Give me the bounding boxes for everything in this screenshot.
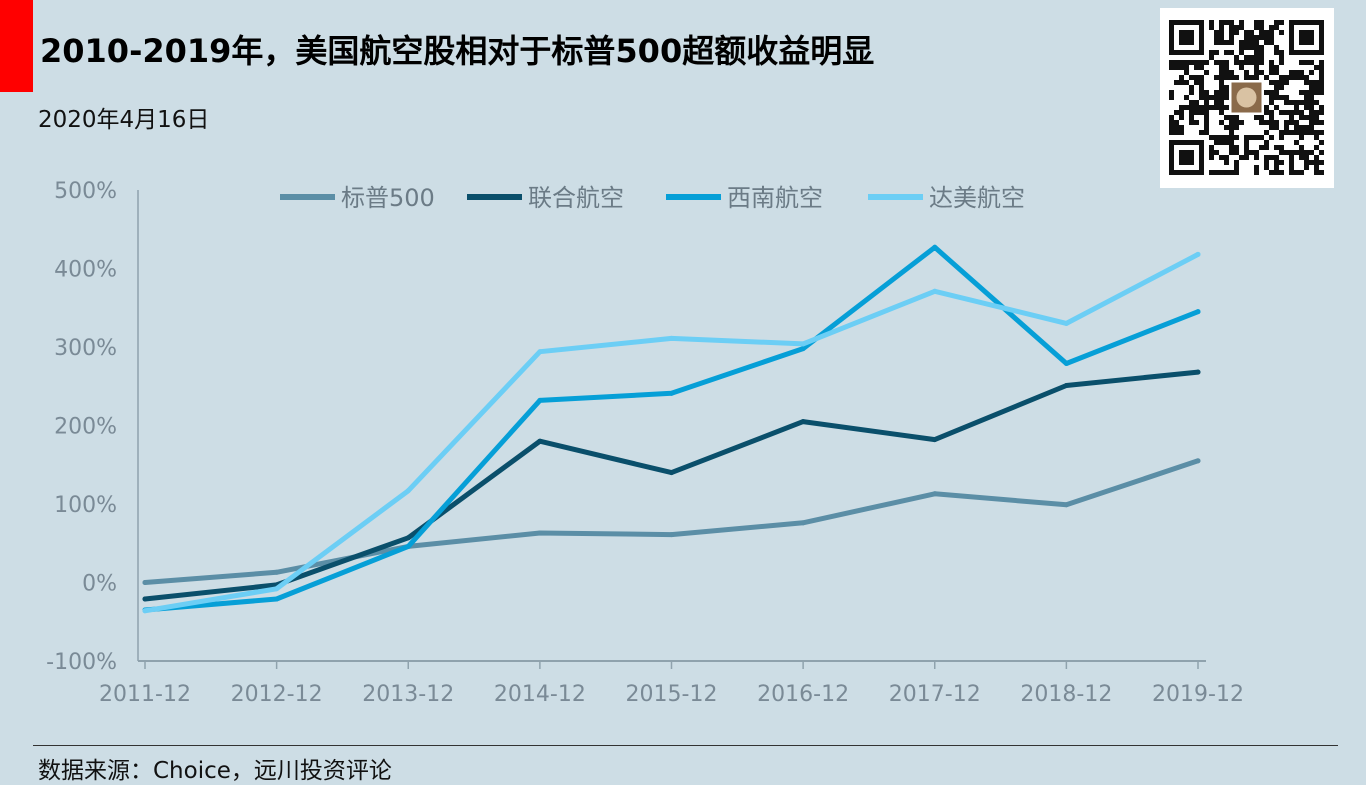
data-point	[932, 288, 938, 294]
data-point	[669, 335, 674, 341]
x-tick-label: 2015-12	[626, 682, 718, 707]
data-point	[1063, 360, 1069, 366]
y-tick-label: 400%	[54, 258, 117, 283]
y-tick-label: 500%	[54, 179, 117, 204]
chart-legend: 标普500 联合航空 西南航空 达美航空	[280, 184, 1025, 212]
data-point	[537, 397, 543, 403]
x-tick-label: 2011-12	[99, 682, 191, 707]
y-axis-labels: 500% 400% 300% 200% 100% 0% -100%	[46, 179, 117, 675]
data-point	[669, 390, 674, 396]
x-tick-label: 2016-12	[757, 682, 849, 707]
data-point	[1063, 382, 1069, 388]
data-point	[405, 535, 411, 541]
data-point	[1063, 320, 1069, 326]
data-point	[669, 532, 674, 538]
data-point	[142, 580, 148, 585]
data-point	[669, 470, 674, 476]
data-point	[800, 419, 806, 425]
x-tick-label: 2019-12	[1152, 682, 1244, 707]
legend-label: 标普500	[341, 184, 435, 212]
y-tick-label: 100%	[54, 493, 117, 518]
y-tick-label: 200%	[54, 415, 117, 440]
footer-divider	[33, 745, 1338, 746]
data-point	[932, 244, 938, 250]
legend-label: 达美航空	[929, 184, 1025, 212]
y-tick-label: 0%	[82, 572, 117, 597]
data-point	[274, 569, 280, 575]
data-point	[142, 596, 148, 602]
data-point	[1195, 458, 1201, 464]
data-point	[405, 543, 411, 549]
series-layer	[142, 244, 1201, 614]
x-tick-label: 2014-12	[494, 682, 586, 707]
data-point	[405, 488, 411, 494]
data-point	[932, 437, 938, 443]
page-title: 2010-2019年，美国航空股相对于标普500超额收益明显	[40, 32, 875, 70]
data-point	[800, 346, 806, 352]
series-line	[142, 251, 1201, 614]
date-label: 2020年4月16日	[38, 107, 210, 133]
data-point	[1195, 309, 1201, 315]
x-tick-label: 2017-12	[889, 682, 981, 707]
data-point	[1195, 251, 1201, 257]
data-point	[1063, 502, 1069, 508]
data-point	[1195, 369, 1201, 375]
y-tick-label: -100%	[46, 650, 117, 675]
data-point	[537, 349, 543, 355]
data-point	[800, 341, 806, 347]
title-accent-bar	[0, 0, 33, 92]
data-point	[800, 520, 806, 526]
qr-code-icon	[1160, 8, 1334, 188]
data-point	[932, 491, 938, 497]
data-point	[537, 530, 543, 536]
data-point	[274, 586, 280, 592]
data-point	[142, 608, 148, 614]
x-axis: 2011-12 2012-12 2013-12 2014-12 2015-12 2016-…	[99, 190, 1244, 707]
x-tick-label: 2018-12	[1020, 682, 1112, 707]
source-note: 数据来源：Choice，远川投资评论	[38, 758, 392, 784]
data-point	[537, 438, 543, 444]
series-line	[142, 244, 1201, 613]
data-point	[274, 596, 280, 602]
x-tick-label: 2012-12	[231, 682, 323, 707]
y-tick-label: 300%	[54, 336, 117, 361]
legend-label: 联合航空	[528, 184, 624, 212]
x-tick-label: 2013-12	[362, 682, 454, 707]
legend-label: 西南航空	[727, 184, 823, 212]
series-line	[142, 458, 1201, 585]
